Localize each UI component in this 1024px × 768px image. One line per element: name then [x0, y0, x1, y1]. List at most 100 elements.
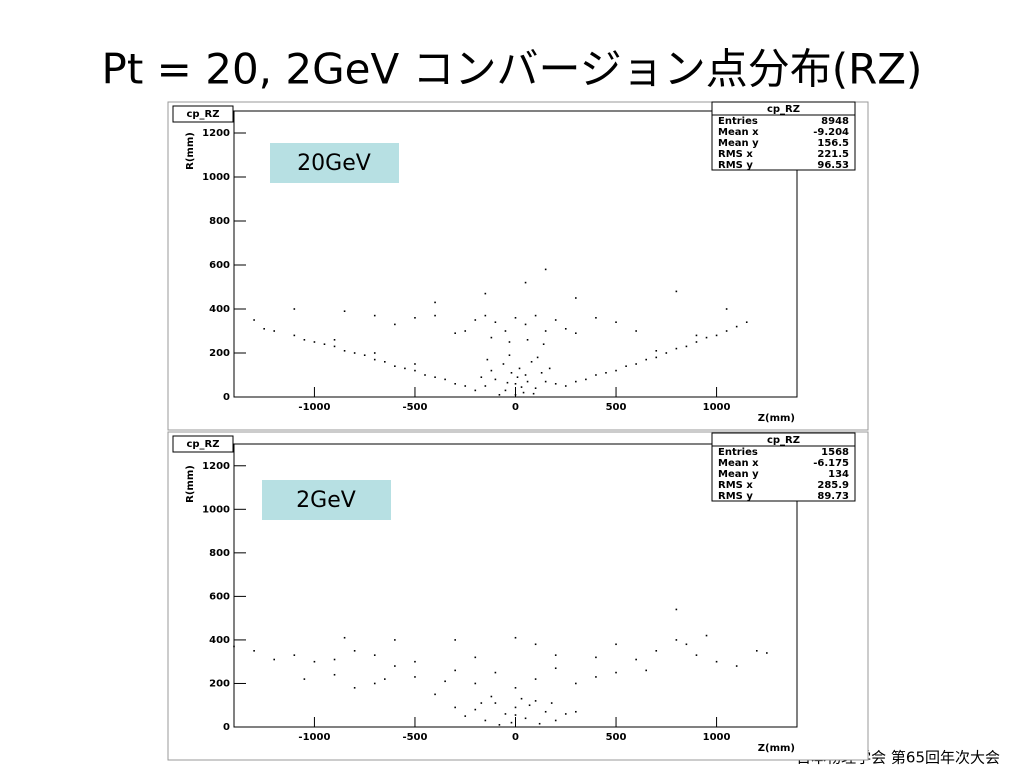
point [514, 687, 517, 689]
y-tick-label: 1000 [202, 172, 230, 183]
y-axis-label: R(mm) [185, 132, 196, 170]
point [506, 381, 509, 384]
point [494, 671, 497, 674]
x-tick-label: 1000 [703, 402, 731, 413]
point [498, 394, 501, 396]
stats-label: RMS y [718, 160, 753, 171]
point [524, 323, 527, 326]
point [434, 301, 436, 304]
point [522, 391, 525, 394]
point [532, 392, 535, 395]
point [414, 369, 416, 372]
point [575, 682, 577, 685]
stats-value: 134 [828, 469, 849, 480]
point [454, 639, 456, 641]
x-axis-label: Z(mm) [758, 743, 795, 754]
point [414, 660, 416, 663]
point [514, 706, 517, 709]
annotation-box [262, 480, 391, 520]
point [464, 715, 467, 717]
x-tick-label: -1000 [298, 402, 330, 413]
point [542, 343, 545, 345]
point [685, 643, 688, 646]
x-tick-label: 0 [512, 732, 519, 743]
stats-title: cp_RZ [767, 435, 800, 446]
point [394, 365, 396, 367]
stats-label: Mean x [718, 127, 759, 138]
point [474, 656, 477, 659]
point [695, 341, 698, 343]
point [695, 654, 698, 656]
point [273, 658, 276, 661]
point [564, 385, 567, 387]
point [434, 314, 436, 317]
panel-tab-label: cp_RZ [186, 439, 219, 450]
point [544, 330, 547, 332]
point [548, 367, 551, 370]
point [444, 680, 446, 683]
point [293, 654, 296, 656]
point [273, 330, 276, 332]
point [524, 717, 527, 720]
point [735, 325, 738, 328]
point [665, 352, 668, 354]
point [434, 693, 436, 696]
point [635, 330, 637, 332]
point [514, 383, 517, 385]
point [705, 634, 708, 637]
point [645, 358, 647, 361]
point [353, 650, 356, 652]
point [615, 369, 617, 372]
point [373, 682, 376, 685]
point [454, 332, 456, 334]
point [526, 380, 529, 383]
y-tick-label: 800 [209, 548, 230, 559]
point [490, 695, 493, 698]
annotation: 20GeV [297, 151, 371, 176]
point [484, 719, 487, 722]
point [715, 334, 718, 337]
stats-value: 1568 [821, 447, 849, 458]
y-tick-label: 400 [209, 304, 230, 315]
point [454, 706, 456, 709]
point [504, 330, 507, 332]
stats-value: -6.175 [813, 458, 849, 469]
point [494, 378, 497, 381]
y-tick-label: 200 [209, 678, 230, 689]
point [303, 339, 306, 341]
point [253, 319, 255, 321]
stats-label: Entries [718, 447, 758, 458]
point [343, 636, 346, 639]
y-tick-label: 0 [223, 392, 230, 403]
point [373, 358, 376, 361]
stats-label: RMS x [718, 149, 753, 160]
panel-tab-label: cp_RZ [186, 109, 219, 120]
point [384, 361, 386, 363]
x-tick-label: 500 [606, 402, 627, 413]
point [263, 328, 265, 330]
point [323, 343, 326, 345]
point [394, 323, 396, 326]
point [424, 374, 426, 376]
point [595, 374, 597, 376]
x-tick-label: 500 [606, 732, 627, 743]
point [745, 321, 748, 323]
point [615, 671, 617, 674]
stats-value: 156.5 [817, 138, 849, 149]
point [585, 378, 587, 381]
point [333, 339, 336, 341]
point [534, 700, 537, 702]
stats-label: Mean y [718, 469, 759, 480]
point [530, 361, 533, 363]
stats-value: 8948 [821, 116, 849, 127]
point [484, 292, 487, 295]
point [675, 639, 678, 641]
point [625, 365, 627, 367]
point [685, 345, 688, 348]
stats-label: Entries [718, 116, 758, 127]
point [675, 347, 678, 350]
point [484, 314, 487, 317]
point [534, 387, 537, 389]
point [394, 665, 396, 667]
